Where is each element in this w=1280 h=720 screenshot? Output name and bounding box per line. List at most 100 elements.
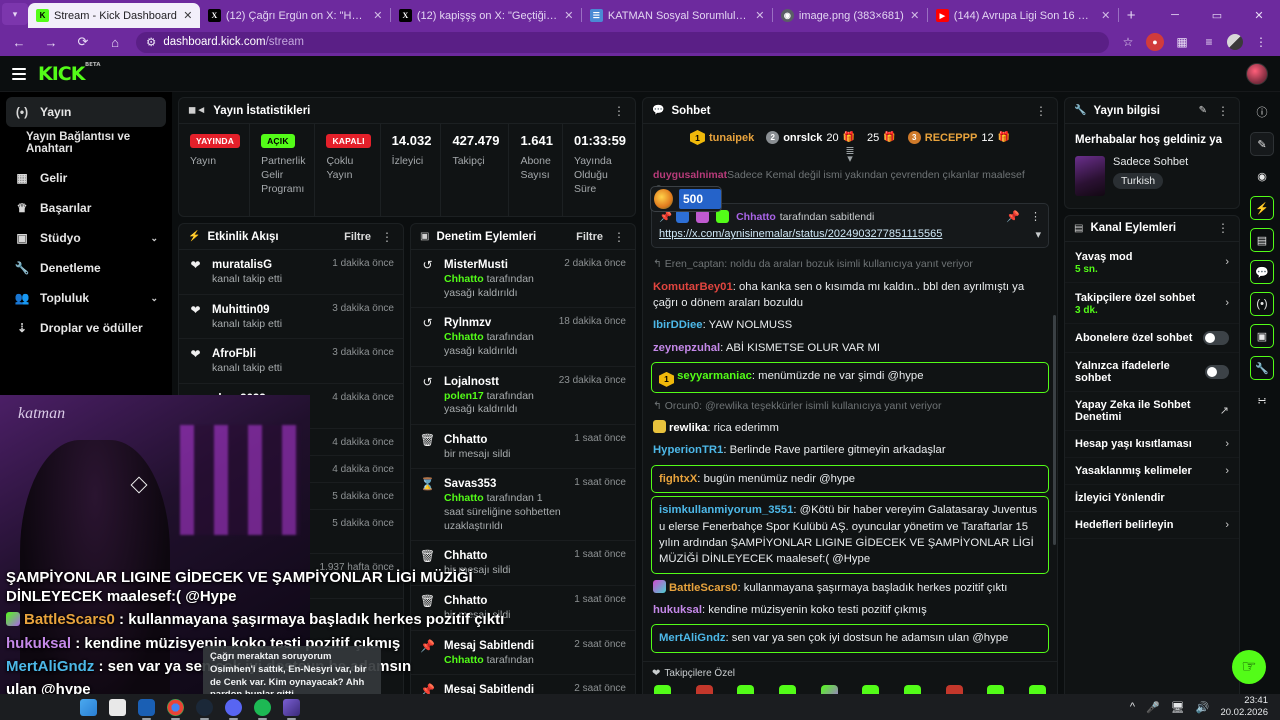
tab-search-button[interactable]: ▾ <box>2 3 28 25</box>
chat-username[interactable]: isimkullanmiyorum_3551 <box>659 504 794 517</box>
browser-tab-1[interactable]: X (12) Çağrı Ergün on X: "Her sen… ✕ <box>200 3 390 28</box>
gifter-entry[interactable]: 2 onrslck 20 🎁 <box>766 130 855 145</box>
chat-username[interactable]: duygusalnimat <box>653 169 728 181</box>
channel-action-subs-only[interactable]: Abonelere özel sohbet <box>1065 324 1239 353</box>
chat-username[interactable]: zeynepzuhal <box>653 341 721 354</box>
chat-scrollbar[interactable] <box>1053 315 1056 545</box>
subs-only-toggle[interactable] <box>1203 330 1229 345</box>
stats-kebab-icon[interactable]: ⋮ <box>613 103 626 118</box>
sidebar-item-denetleme[interactable]: 🔧 Denetleme <box>6 253 166 283</box>
gifter-entry[interactable]: 25 🎁 <box>867 130 896 145</box>
edge-icon[interactable] <box>283 698 300 720</box>
tab-close-icon[interactable]: ✕ <box>183 10 193 22</box>
tab-close-icon[interactable]: ✕ <box>1101 10 1111 22</box>
activity-kebab-icon[interactable]: ⋮ <box>381 229 394 244</box>
chat-username[interactable]: seyyarmaniac <box>677 370 752 383</box>
sidebar-item-studyo[interactable]: ▣ Stüdyo ⌄ <box>6 223 166 253</box>
channel-action-goals[interactable]: Hedefleri belirleyin › <box>1065 512 1239 539</box>
broadcast-icon[interactable]: (•) <box>1250 292 1274 316</box>
address-bar[interactable]: ⚙ dashboard.kick.com/stream <box>136 31 1109 53</box>
microphone-icon[interactable]: 🎤 <box>1146 701 1160 714</box>
gift-counter-chip[interactable]: 500 <box>650 186 722 212</box>
chat-username[interactable]: fightxX <box>659 472 698 485</box>
browser-tab-4[interactable]: ◉ image.png (383×681) ✕ <box>773 3 927 28</box>
sidebar-item-basarilar[interactable]: ♛ Başarılar <box>6 193 166 223</box>
pinned-kebab-icon[interactable]: ⋮ <box>1030 211 1041 224</box>
table-row[interactable]: 🗑 Chhatto bir mesajı sildi 1 saat önce <box>411 541 635 587</box>
browser-tab-5[interactable]: ▶ (144) Avrupa Ligi Son 16 Play-O… ✕ <box>928 3 1118 28</box>
sidebar-item-topluluk[interactable]: 👥 Topluluk ⌄ <box>6 283 166 313</box>
clip-icon[interactable]: ▣ <box>1250 324 1274 348</box>
activity-filter-button[interactable]: Filtre <box>344 230 371 243</box>
tab-close-icon[interactable]: ✕ <box>373 10 383 22</box>
menu-toggle-icon[interactable] <box>12 67 26 80</box>
spotify-icon[interactable] <box>254 698 271 720</box>
lightning-icon[interactable]: ⚡ <box>1250 196 1274 220</box>
share-icon[interactable]: ∺ <box>1257 394 1267 407</box>
list-item[interactable]: ❤ muratalisG kanalı takip etti 1 dakika … <box>179 250 403 295</box>
support-bubble-button[interactable]: ☞ <box>1232 650 1266 684</box>
table-row[interactable]: ↺ Lojalnostt polen17 tarafından yasağı k… <box>411 367 635 425</box>
steam-icon[interactable] <box>196 698 213 720</box>
table-row[interactable]: ⌛ Savas353 Chhatto tarafından 1 saat sür… <box>411 469 635 542</box>
moderation-kebab-icon[interactable]: ⋮ <box>613 229 626 244</box>
volume-icon[interactable]: 🔊 <box>1195 701 1210 714</box>
table-row[interactable]: 📌 Mesaj Sabitlendi Chhatto tarafından 2 … <box>411 631 635 676</box>
list-item[interactable]: ❤ AfroFbli kanalı takip etti 3 dakika ön… <box>179 339 403 384</box>
channel-action-banned-words[interactable]: Yasaklanmış kelimeler › <box>1065 458 1239 485</box>
profile-avatar[interactable] <box>1227 34 1243 50</box>
camera-icon[interactable]: ◉ <box>1257 170 1267 183</box>
browser-tab-0[interactable]: K Stream - Kick Dashboard ✕ <box>28 3 200 28</box>
chat-kebab-icon[interactable]: ⋮ <box>1035 103 1048 118</box>
chat-username[interactable]: BattleScars0 <box>669 581 738 594</box>
close-window-button[interactable]: ✕ <box>1254 9 1264 22</box>
reading-list-icon[interactable]: ≡ <box>1205 35 1213 49</box>
chat-username[interactable]: KomutarBey01 <box>653 280 733 293</box>
chrome-icon[interactable] <box>167 698 184 720</box>
tab-close-icon[interactable]: ✕ <box>564 10 574 22</box>
expand-pinned-icon[interactable]: ▾ <box>1035 229 1041 242</box>
gifter-entry[interactable]: 1 tunaipek <box>689 130 754 145</box>
chat-username[interactable]: hukuksal <box>653 604 702 617</box>
sidebar-item-droplar[interactable]: ⇣ Droplar ve ödüller <box>6 313 166 343</box>
windows-start-icon[interactable] <box>80 698 97 716</box>
chat-username[interactable]: MertAliGndz <box>659 632 726 645</box>
minimize-button[interactable]: ─ <box>1171 9 1179 21</box>
tab-close-icon[interactable]: ✕ <box>755 10 765 22</box>
notes-icon[interactable]: ▤ <box>1250 228 1274 252</box>
channel-action-ai-moderation[interactable]: Yapay Zeka ile Sohbet Denetimi ↗ <box>1065 392 1239 431</box>
table-row[interactable]: ↺ MisterMusti Chhatto tarafından yasağı … <box>411 250 635 309</box>
channel-actions-kebab-icon[interactable]: ⋮ <box>1217 221 1230 236</box>
edit-pencil-icon[interactable]: ✎ <box>1198 105 1207 116</box>
info-icon[interactable]: ⓘ <box>1256 107 1268 119</box>
outlook-icon[interactable] <box>138 698 155 720</box>
maximize-button[interactable]: ▭ <box>1211 9 1223 22</box>
extensions-icon[interactable]: ▦ <box>1176 35 1188 49</box>
channel-action-raid[interactable]: İzleyici Yönlendir <box>1065 485 1239 512</box>
browser-menu-icon[interactable]: ⋮ <box>1255 35 1267 49</box>
site-settings-icon[interactable]: ⚙ <box>146 37 157 49</box>
channel-action-slow-mode[interactable]: Yavaş mod 5 sn. › <box>1065 242 1239 283</box>
new-tab-button[interactable]: + <box>1126 7 1136 24</box>
forward-icon[interactable]: → <box>44 34 58 50</box>
list-item[interactable]: ❤ Muhittin09 kanalı takip etti 3 dakika … <box>179 295 403 340</box>
unpin-icon[interactable]: 📌 <box>1006 211 1020 224</box>
extension-red-icon[interactable]: ● <box>1146 33 1164 51</box>
chat-username[interactable]: HyperionTR1 <box>653 444 724 457</box>
reload-icon[interactable]: ⟳ <box>77 34 89 49</box>
table-row[interactable]: 🗑 Chhatto bir mesajı sildi 1 saat önce <box>411 425 635 470</box>
chat-message-list[interactable]: duygusalnimatSadece Kemal değil ismi yak… <box>643 165 1057 661</box>
pencil-icon[interactable]: ✎ <box>1250 132 1274 156</box>
channel-action-emotes-only[interactable]: Yalnızca ifadelerle sohbet <box>1065 353 1239 392</box>
browser-tab-2[interactable]: X (12) kapişşş on X: "Geçtiğimiz s… ✕ <box>391 3 581 28</box>
moderation-list[interactable]: ↺ MisterMusti Chhatto tarafından yasağı … <box>411 250 635 720</box>
taskbar-clock[interactable]: 23:41 20.02.2026 <box>1220 695 1268 719</box>
stream-info-kebab-icon[interactable]: ⋮ <box>1217 103 1230 118</box>
moderation-filter-button[interactable]: Filtre <box>576 230 603 243</box>
user-avatar[interactable] <box>1246 62 1268 85</box>
tab-close-icon[interactable]: ✕ <box>910 10 920 22</box>
table-row[interactable]: ↺ Rylnmzv Chhatto tarafından yasağı kald… <box>411 308 635 367</box>
pinned-by-user[interactable]: Chhatto <box>736 210 776 223</box>
back-icon[interactable]: ← <box>12 34 26 50</box>
wrench-icon[interactable]: 🔧 <box>1250 356 1274 380</box>
